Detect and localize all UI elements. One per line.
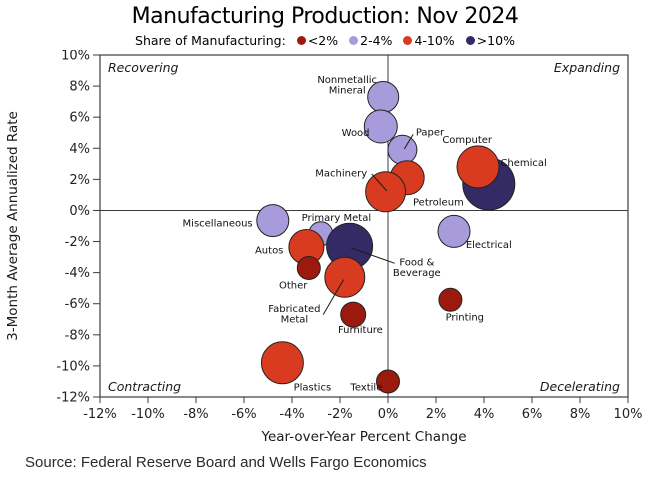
quadrant-label-recovering: Recovering	[108, 60, 179, 75]
point-label-electrical: Electrical	[466, 240, 512, 251]
bubble-nonmetallic-mineral	[367, 81, 400, 113]
point-label-petroleum: Petroleum	[413, 197, 464, 208]
bubble-wood	[363, 109, 398, 144]
y-tick-label: -10%	[56, 359, 90, 374]
leader-line-food-beverage	[350, 247, 395, 264]
x-tick-label: 2%	[426, 407, 447, 422]
legend-title: Share of Manufacturing:	[135, 33, 286, 48]
quadrant-label-decelerating: Decelerating	[540, 379, 620, 394]
chart-title: Manufacturing Production: Nov 2024	[131, 4, 519, 29]
point-label-paper: Paper	[416, 128, 445, 139]
point-label-printing: Printing	[446, 312, 484, 323]
bubble-plastics	[260, 341, 304, 385]
bubble-furniture	[340, 301, 367, 328]
legend-dot-icon	[403, 36, 413, 45]
bubble-fabricated-metal	[324, 256, 366, 298]
y-tick-label: 10%	[61, 50, 90, 64]
y-tick-label: 6%	[69, 111, 90, 126]
plot-area: -12% -10% -8% -6% -4% -2% 0% 2% 4% 6% 8% 10% 10% 8% 6%…	[5, 50, 643, 445]
bubble-paper	[387, 134, 418, 165]
bubble-computer	[456, 145, 500, 189]
x-tick-label: -6%	[231, 407, 256, 422]
leader-line-machinery	[371, 173, 388, 192]
point-label-nonmetallic-mineral: Nonmetallic Mineral	[317, 75, 377, 97]
x-tick-label: -12%	[83, 407, 117, 422]
bubble-electrical	[437, 214, 471, 248]
point-label-wood: Wood	[342, 128, 370, 139]
point-label-machinery: Machinery	[315, 169, 367, 180]
point-label-other: Other	[279, 281, 308, 292]
legend-dot-icon	[296, 36, 306, 45]
x-tick-label: -2%	[327, 407, 352, 422]
leader-line-fabricated-metal	[322, 279, 345, 315]
legend-item-label: 2-4%	[360, 33, 393, 48]
legend-item-label: 4-10%	[414, 33, 455, 48]
point-label-furniture: Furniture	[338, 325, 383, 336]
point-label-primary-metal: Primary Metal	[302, 213, 371, 224]
x-tick-label: -4%	[279, 407, 304, 422]
x-tick-label: 6%	[522, 407, 543, 422]
y-tick-label: 2%	[69, 173, 90, 188]
source-note: Source: Federal Reserve Board and Wells …	[25, 454, 427, 471]
bubble-other	[296, 256, 321, 280]
point-label-chemical: Chemical	[500, 158, 546, 169]
point-label-plastics: Plastics	[294, 382, 332, 393]
point-label-autos: Autos	[255, 246, 283, 257]
x-axis-title: Year-over-Year Percent Change	[261, 429, 467, 445]
legend-item-2: 4-10%	[403, 33, 455, 48]
x-tick-label: 8%	[570, 407, 591, 422]
y-tick-label: -8%	[65, 328, 90, 343]
point-label-textile: Textile	[349, 382, 382, 393]
y-tick-label: -4%	[65, 266, 90, 281]
x-tick-label: 4%	[474, 407, 495, 422]
bubble-machinery	[365, 171, 407, 213]
x-tick-label: -8%	[183, 407, 208, 422]
legend: Share of Manufacturing: <2% 2-4% 4-10% >10%	[0, 33, 650, 48]
y-axis-title: 3-Month Average Annualized Rate	[5, 111, 21, 341]
point-label-food-beverage: Food & Beverage	[393, 257, 441, 279]
leader-line-paper	[403, 134, 414, 150]
y-tick-label: -2%	[65, 235, 90, 250]
plot-frame	[99, 54, 629, 398]
y-tick-label: 8%	[69, 80, 90, 95]
legend-item-0: <2%	[296, 33, 339, 48]
point-label-miscellaneous: Miscellaneous	[183, 218, 253, 229]
legend-item-1: 2-4%	[349, 33, 392, 48]
legend-dot-icon	[465, 36, 475, 45]
quadrant-label-contracting: Contracting	[108, 379, 181, 394]
y-tick-label: -12%	[56, 391, 90, 406]
quadrant-label-expanding: Expanding	[554, 60, 620, 75]
legend-item-label: >10%	[476, 33, 515, 48]
y-tick-label: 0%	[69, 204, 90, 219]
y-tick-label: 4%	[69, 142, 90, 157]
legend-item-3: >10%	[465, 33, 515, 48]
legend-item-label: <2%	[307, 33, 339, 48]
x-tick-label: -10%	[131, 407, 165, 422]
bubble-printing	[438, 287, 463, 312]
y-tick-label: -6%	[65, 297, 90, 312]
x-tick-label: 0%	[378, 407, 399, 422]
legend-dot-icon	[349, 36, 359, 45]
x-tick-label: 10%	[614, 407, 643, 422]
point-label-computer: Computer	[442, 135, 493, 146]
point-label-fabricated-metal: Fabricated Metal	[268, 304, 320, 326]
bubble-textile	[376, 369, 400, 394]
bubble-miscellaneous	[256, 204, 290, 238]
